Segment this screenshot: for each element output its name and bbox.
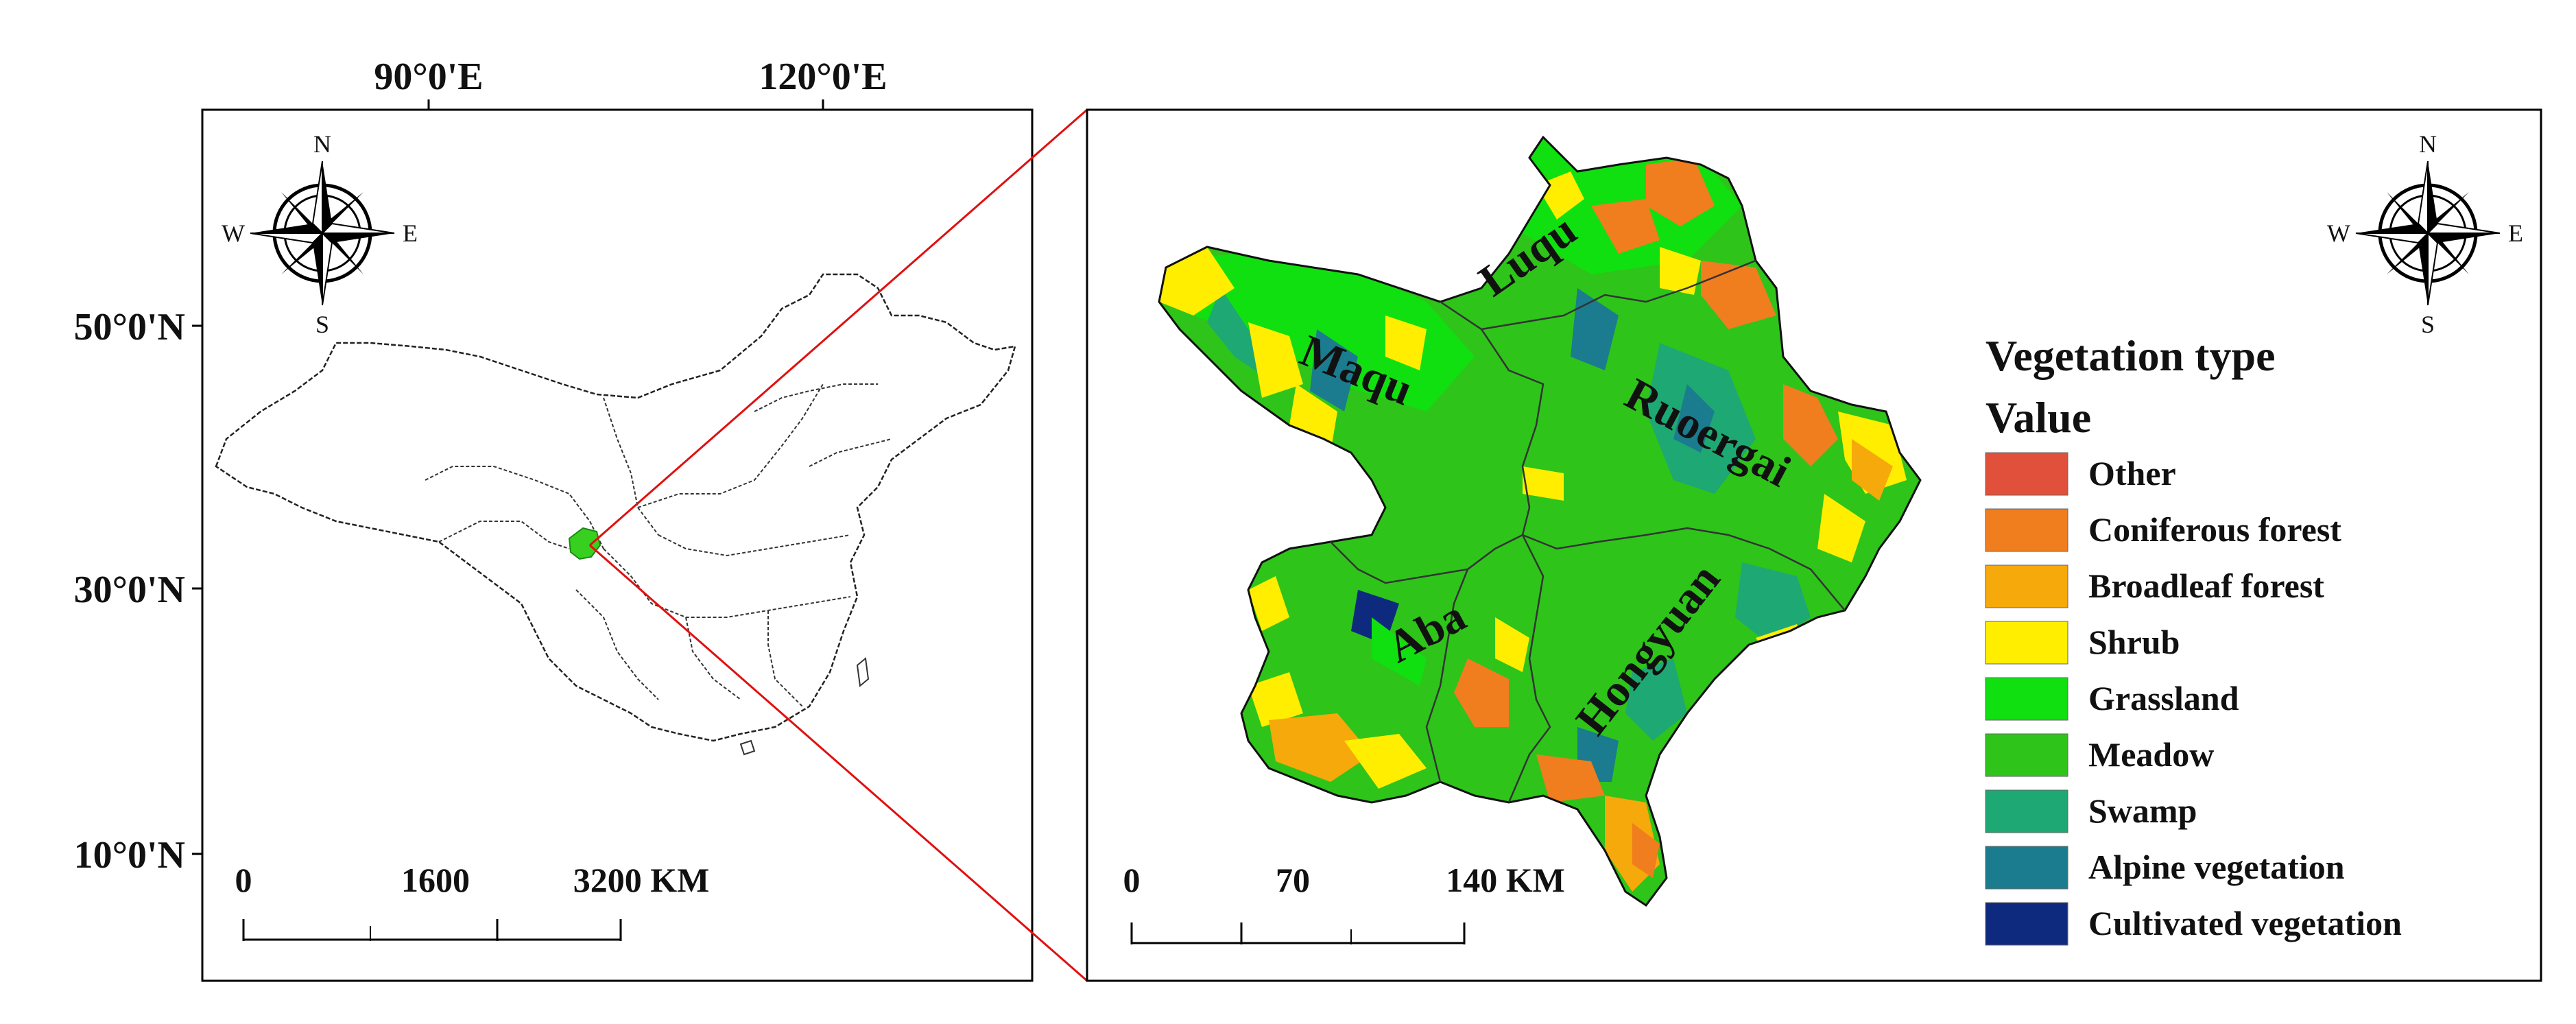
latitude-label-10: 10°0'N: [74, 834, 185, 877]
legend-label: Other: [2088, 454, 2176, 492]
taiwan-island: [856, 657, 870, 687]
region-outline: [1158, 135, 1922, 907]
detail-scale-140: 140 KM: [1446, 861, 1565, 899]
legend-label: Coniferous forest: [2088, 510, 2341, 549]
overview-scale-3200: 3200 KM: [573, 861, 710, 899]
overview-scale-1600: 1600: [401, 861, 470, 899]
overview-compass-e: E: [403, 219, 418, 247]
legend-swatch: [1985, 846, 2068, 890]
legend: Vegetation type Value Other Coniferous fo…: [1985, 331, 2402, 946]
detail-map: Luqu Maqu Ruoergai Aba Hongyuan N S E W: [1086, 108, 2542, 982]
legend-title: Vegetation type: [1985, 331, 2275, 380]
overview-compass-s: S: [315, 311, 329, 338]
latitude-label-50: 50°0'N: [74, 306, 185, 348]
detail-compass-n: N: [2419, 130, 2437, 158]
overview-compass-icon: [250, 160, 395, 306]
legend-swatch: [1985, 508, 2068, 552]
overview-compass-n: N: [313, 130, 331, 158]
detail-scale-bar: [1130, 922, 1466, 944]
detail-scale-0: 0: [1123, 861, 1141, 899]
legend-label: Shrub: [2088, 623, 2180, 661]
legend-label: Meadow: [2088, 735, 2214, 774]
legend-swatch: [1985, 621, 2068, 665]
latitude-label-30: 30°0'N: [74, 569, 185, 611]
legend-label: Broadleaf forest: [2088, 567, 2324, 605]
legend-swatch: [1985, 902, 2068, 946]
overview-map: 90°0'E 120°0'E 50°0'N 30°0'N 10°0'N: [74, 56, 1034, 982]
legend-subtitle: Value: [1985, 393, 2091, 442]
legend-label: Cultivated vegetation: [2088, 904, 2402, 942]
overview-frame: [201, 108, 1034, 982]
detail-compass-e: E: [2508, 219, 2523, 247]
overview-scale-0: 0: [235, 861, 252, 899]
longitude-label-90: 90°0'E: [374, 56, 483, 98]
hainan-island: [739, 739, 756, 756]
connector-line-top: [589, 108, 1088, 547]
province-borders: [425, 383, 892, 707]
legend-label: Swamp: [2088, 791, 2197, 830]
legend-label: Alpine vegetation: [2088, 848, 2345, 886]
overview-compass-w: W: [222, 219, 245, 247]
detail-compass-s: S: [2421, 311, 2435, 338]
connector-line-bottom: [589, 544, 1088, 982]
detail-scale-70: 70: [1276, 861, 1310, 899]
legend-swatch: [1985, 789, 2068, 833]
legend-swatch: [1985, 452, 2068, 496]
overview-scale-bar: [242, 919, 622, 941]
legend-swatch: [1985, 733, 2068, 777]
legend-swatch: [1985, 564, 2068, 608]
china-outline: [215, 273, 1016, 742]
legend-items: Other Coniferous forest Broadleaf forest Sh…: [1985, 452, 2402, 946]
detail-compass-icon: [2355, 160, 2501, 306]
county-borders: [1330, 259, 1846, 803]
detail-compass-w: W: [2327, 219, 2350, 247]
legend-label: Grassland: [2088, 679, 2239, 717]
legend-swatch: [1985, 677, 2068, 721]
longitude-label-120: 120°0'E: [759, 56, 887, 98]
